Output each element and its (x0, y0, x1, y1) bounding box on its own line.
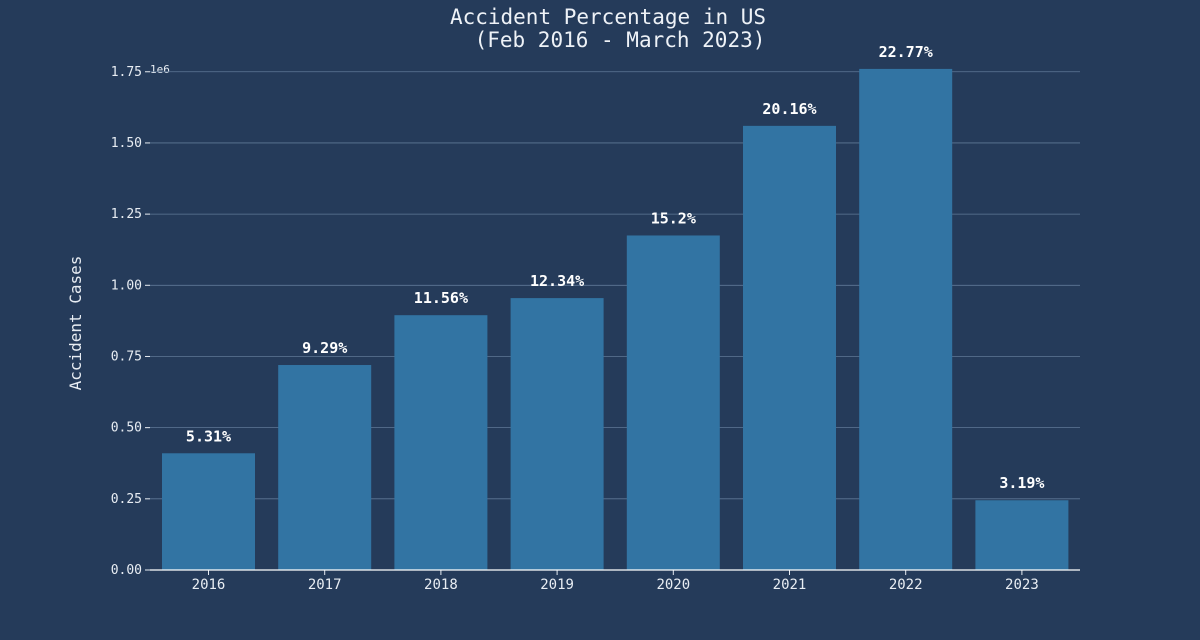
data-label-2020: 15.2% (651, 209, 696, 227)
y-tick-label: 1.25 (111, 207, 142, 222)
data-label-2017: 9.29% (302, 339, 347, 357)
bar-2019 (510, 298, 604, 570)
data-label-2023: 3.19% (999, 474, 1044, 492)
bar-2023 (975, 500, 1069, 570)
x-tick-label-2020: 2020 (656, 577, 690, 593)
y-axis-multiplier: 1e6 (150, 63, 170, 76)
x-tick-label-2017: 2017 (308, 577, 342, 593)
x-tick-label-2018: 2018 (424, 577, 458, 593)
y-tick-label: 1.75 (111, 65, 142, 80)
data-label-2016: 5.31% (186, 427, 231, 445)
y-tick-label: 0.75 (111, 349, 142, 364)
x-tick-label-2022: 2022 (889, 577, 923, 593)
x-tick-label-2019: 2019 (540, 577, 574, 593)
x-tick-label-2021: 2021 (773, 577, 807, 593)
y-tick-label: 0.00 (111, 563, 142, 578)
chart-title-line-2: (Feb 2016 - March 2023) (475, 28, 766, 52)
y-axis-ticks: 0.00 0.25 0.50 0.75 1.00 1.25 1.50 1.75 (111, 65, 150, 578)
y-axis-label: Accident Cases (66, 256, 85, 391)
bar-2017 (278, 365, 372, 570)
bar-2016 (162, 453, 255, 570)
data-label-2021: 20.16% (762, 100, 816, 118)
x-tick-label-2023: 2023 (1005, 577, 1039, 593)
data-label-2018: 11.56% (414, 289, 468, 307)
bars (162, 68, 1069, 570)
data-labels: 5.31% 9.29% 11.56% 12.34% 15.2% 20.16% 22.77% 3… (186, 43, 1045, 492)
data-label-2019: 12.34% (530, 272, 584, 290)
y-tick-label: 0.25 (111, 492, 142, 507)
bar-2021 (743, 125, 836, 570)
y-tick-label: 1.50 (111, 136, 142, 151)
chart-title-line-1: Accident Percentage in US (450, 5, 766, 29)
x-tick-label-2016: 2016 (192, 577, 226, 593)
bar-2018 (394, 315, 488, 570)
bar-2020 (626, 235, 720, 570)
x-axis-ticks: 2016 2017 2018 2019 2020 2021 2022 2023 (192, 570, 1039, 593)
data-label-2022: 22.77% (879, 43, 933, 61)
y-tick-label: 0.50 (111, 421, 142, 436)
y-tick-label: 1.00 (111, 278, 142, 293)
bar-2022 (859, 68, 953, 570)
